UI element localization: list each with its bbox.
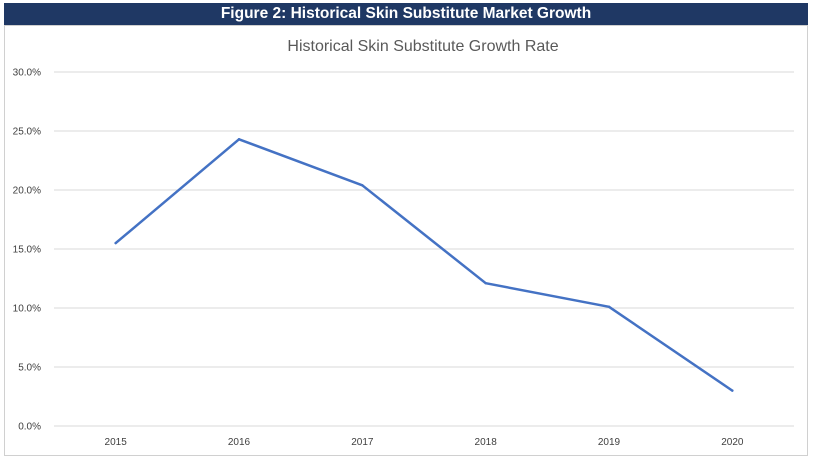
y-tick-label: 25.0% (13, 127, 41, 138)
y-tick-label: 30.0% (13, 68, 41, 79)
gridlines (54, 71, 794, 427)
figure-banner: Figure 2: Historical Skin Substitute Mar… (4, 3, 808, 25)
series-layer (114, 138, 734, 392)
x-tick-label: 2019 (598, 437, 621, 448)
data-point (607, 305, 611, 309)
data-point (237, 138, 241, 141)
y-tick-label: 10.0% (13, 304, 41, 315)
y-tick-label: 5.0% (18, 363, 41, 374)
y-axis-ticks: 0.0% 5.0% 10.0% 15.0% 20.0% 25.0% 30.0% (13, 68, 41, 433)
x-axis-ticks: 2015 2016 2017 2018 2019 2020 (105, 437, 744, 448)
chart-title: Historical Skin Substitute Growth Rate (287, 38, 558, 55)
chart-frame (4, 25, 808, 456)
x-tick-label: 2016 (228, 437, 251, 448)
series-line (114, 138, 734, 392)
y-tick-label: 0.0% (18, 422, 41, 433)
x-tick-label: 2018 (475, 437, 498, 448)
x-tick-label: 2020 (721, 437, 744, 448)
data-point (731, 389, 734, 392)
y-tick-label: 15.0% (13, 245, 41, 256)
y-tick-label: 20.0% (13, 186, 41, 197)
x-tick-label: 2017 (351, 437, 374, 448)
x-tick-label: 2015 (105, 437, 128, 448)
data-point (114, 241, 117, 245)
data-point (484, 282, 487, 285)
data-point (361, 184, 364, 187)
